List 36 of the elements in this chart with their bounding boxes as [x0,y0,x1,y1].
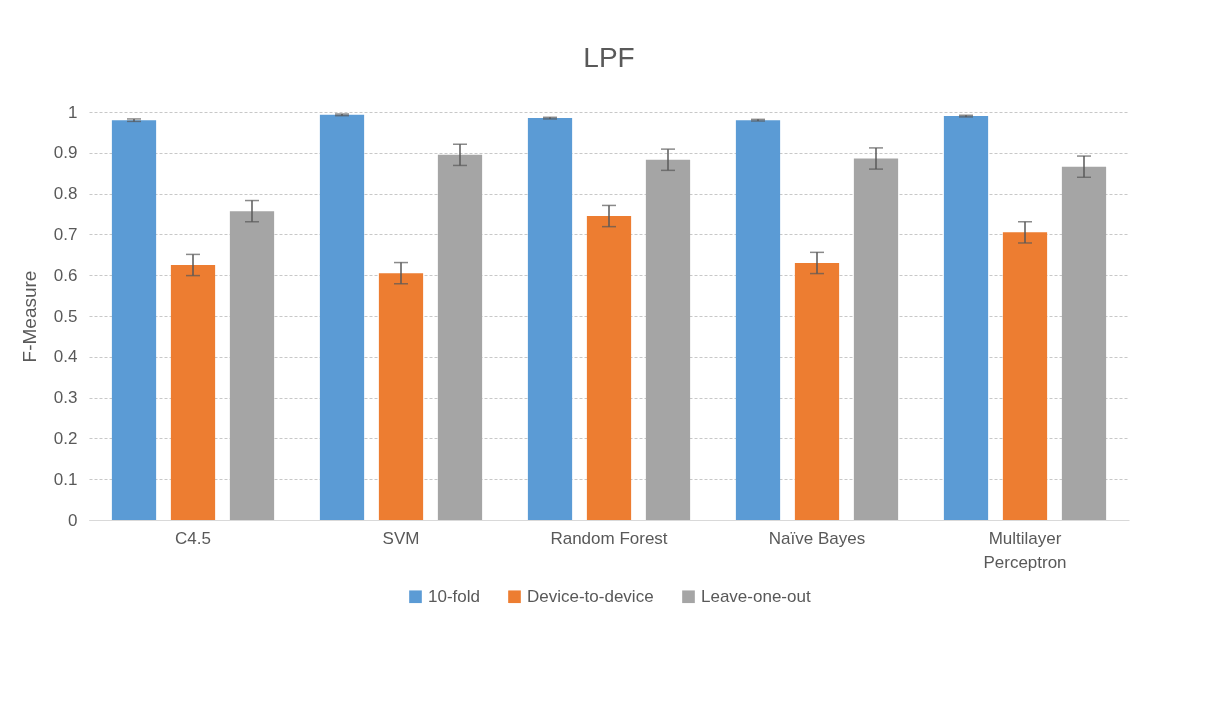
y-tick-label: 0.8 [53,184,78,204]
y-tick-label: 0 [68,510,78,530]
legend-label: Leave-one-out [701,586,811,606]
bar [735,120,781,520]
bar [378,273,424,520]
y-tick-label: 0.1 [53,469,78,489]
bar [527,118,573,520]
bar [794,262,840,520]
bar [319,114,365,520]
x-tick-label: C4.5 [175,528,211,548]
bar [437,154,483,520]
legend-label: 10-fold [428,586,480,606]
bar [853,158,899,520]
bar [1002,232,1048,520]
legend-label: Device-to-device [527,586,654,606]
x-tick-label: Random Forest [550,528,668,548]
x-tick-label: SVM [382,528,420,548]
bar [645,159,691,520]
y-tick-label: 0.6 [53,265,78,285]
y-axis-title: F-Measure [18,270,40,363]
bar [170,265,216,520]
bar [111,120,157,520]
y-tick-label: 0.9 [53,143,78,163]
y-tick-label: 0.5 [53,306,78,326]
x-tick-label: Naïve Bayes [768,528,866,548]
bar [586,216,632,520]
chart-title: LPF [583,42,635,73]
bar [943,116,989,520]
y-tick-label: 0.7 [53,224,78,244]
y-tick-label: 0.3 [53,388,78,408]
y-tick-label: 0.2 [53,428,78,448]
y-tick-label: 0.4 [53,347,78,367]
y-tick-label: 1 [68,102,78,122]
bar [229,211,275,520]
x-tick-label: Multilayer Perceptron [983,528,1067,572]
bar [1061,166,1107,520]
